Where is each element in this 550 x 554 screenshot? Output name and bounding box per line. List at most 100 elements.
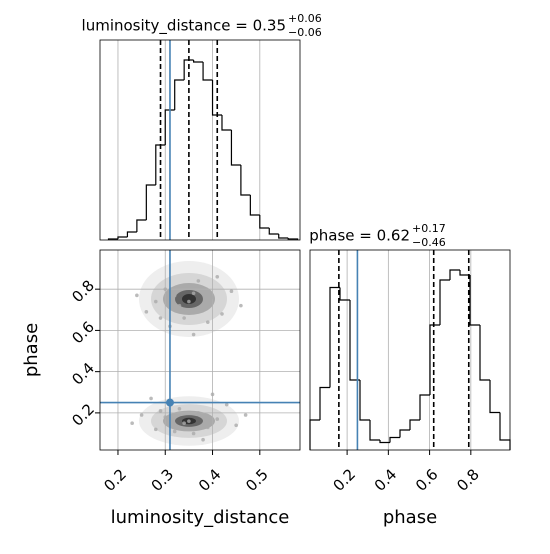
scatter-point [196,279,201,283]
x-axis-label: phase [383,507,437,528]
histogram-bin [145,184,156,220]
scatter-point [239,303,243,308]
histogram-bin [439,279,450,325]
x-tick-label: 0.2 [330,465,360,495]
histogram-bin [193,60,204,63]
scatter-point [182,316,186,320]
histogram-bin [211,80,222,116]
scatter-point [229,289,234,294]
x-tick-label: 0.8 [453,465,483,495]
histogram-bin [489,380,500,414]
scatter-point [177,406,182,411]
scatter-point [139,413,144,417]
scatter-point [153,299,158,304]
histogram-bin [202,62,213,81]
density [139,261,239,446]
histogram-bin [419,394,430,420]
histogram-bin [499,412,511,450]
title: phase = 0.62 [309,227,410,245]
histogram-bin [479,325,490,381]
histogram-bin [278,234,289,239]
x-tick-label: 0.2 [100,465,130,495]
histogram-bin [449,269,460,280]
histogram-bin [155,144,166,185]
histogram-bin [164,109,175,145]
histogram-bin [379,440,390,444]
scatter-point [201,307,205,312]
histogram-bin [339,287,350,301]
histogram-bin [136,219,147,232]
histogram-bin [259,215,270,229]
scatter-point [187,299,191,304]
scatter-point [130,421,134,425]
x-tick-label: 0.4 [371,465,401,495]
y-tick-label: 0.2 [68,400,98,430]
histogram-bin [287,238,299,240]
histogram-bin [126,231,137,237]
scatter-point [196,411,201,415]
scatter-point [201,437,205,442]
scatter-point [220,312,224,316]
histogram-bin [349,300,360,381]
scatter-point [182,421,186,425]
histogram-bin [359,380,370,421]
scatter-point [191,431,196,436]
scatter-point [163,415,168,419]
y-tick-label: 0.6 [68,318,98,348]
title: luminosity_distance = 0.35 [82,17,286,36]
y-tick-label: 0.4 [68,359,98,389]
histogram-bin [399,429,410,438]
scatter-point [224,402,229,407]
histogram-bin [249,195,260,216]
histogram-bin [230,130,241,166]
title-sup: +0.06 [288,12,322,25]
histogram-bin [117,236,128,239]
scatter-point [158,409,163,413]
y-tick-label: 0.8 [68,276,98,306]
histogram-bin [319,386,330,420]
histogram-bin [429,324,440,395]
scatter-point [215,417,220,421]
histogram-bin [409,419,420,430]
histogram-bin [309,419,320,450]
histogram-bin [174,79,185,110]
scatter-point [177,303,182,308]
panel-frame [309,249,511,451]
scatter-point [191,332,196,337]
y-axis-label: phase [21,323,42,377]
scatter-point [210,392,215,397]
panel-frame [99,249,301,451]
scatter-point [234,423,238,428]
scatter-point [243,413,248,417]
histogram-bin [268,228,279,235]
scatter-point [210,295,215,300]
x-tick-label: 0.6 [412,465,442,495]
scatter-point [158,316,163,320]
histogram-bin [389,436,400,443]
x-tick-label: 0.4 [195,465,225,495]
histogram-bin [469,275,480,326]
truth-point [165,398,174,407]
scatter-point [172,429,177,434]
histogram-bin [183,59,194,80]
density-level [182,294,196,304]
scatter-point [187,419,191,423]
histogram-bin [459,270,470,276]
scatter-point [149,396,153,401]
scatter-point [144,310,149,314]
scatter-point [153,427,158,432]
scatter-point [215,275,220,279]
scatter-point [191,291,196,296]
title-sub: −0.06 [288,26,322,39]
panel-frame [99,39,301,241]
scatter-point [163,287,168,291]
x-axis-label: luminosity_distance [111,507,290,528]
histogram-bin [369,420,380,441]
x-tick-label: 0.3 [148,465,178,495]
title-sup: +0.17 [412,222,446,235]
histogram-bin [329,286,340,388]
histogram-bin [221,115,232,131]
title-sub: −0.46 [412,236,446,249]
scatter-point [206,320,210,324]
